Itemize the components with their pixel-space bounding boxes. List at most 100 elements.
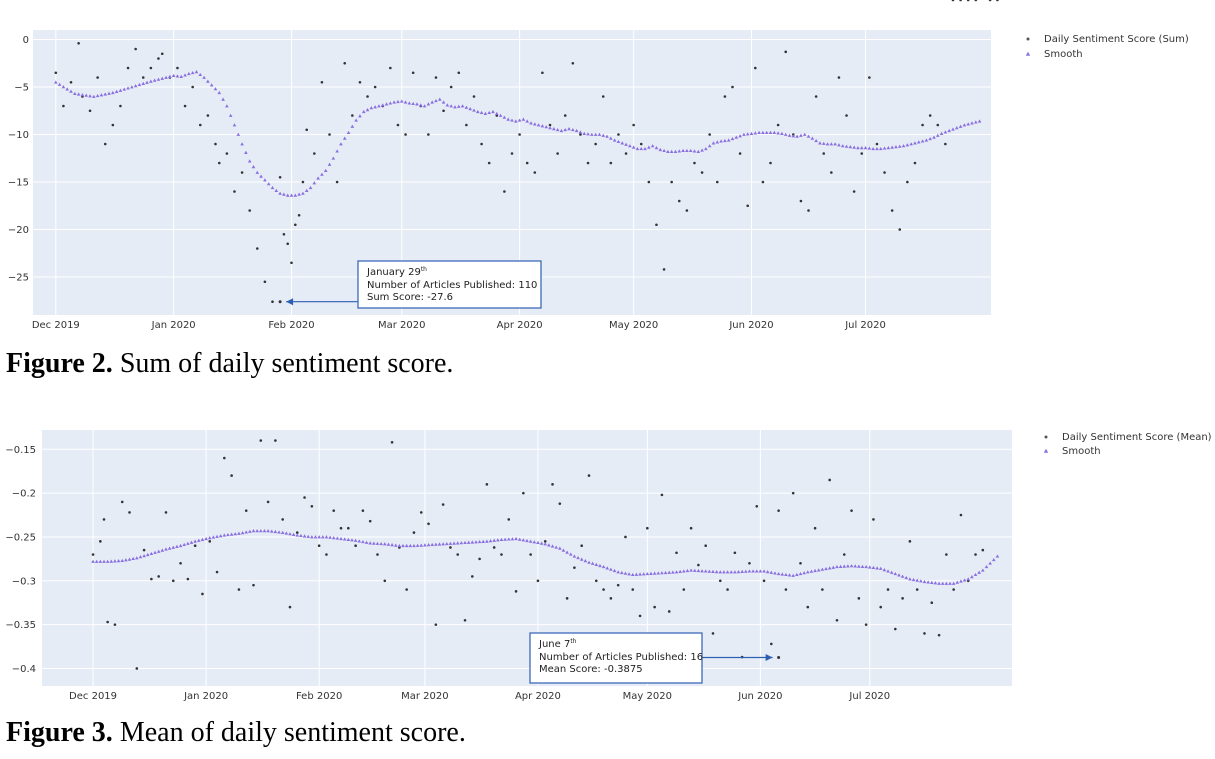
smooth-point xyxy=(455,541,460,545)
smooth-point xyxy=(445,103,450,107)
daily-score-point xyxy=(860,152,864,155)
daily-score-point xyxy=(113,623,117,626)
daily-score-point xyxy=(157,575,160,578)
daily-score-point xyxy=(487,161,491,165)
smooth-point xyxy=(263,178,267,182)
legend-label: Smooth xyxy=(1062,446,1101,457)
smooth-point xyxy=(361,109,366,114)
smooth-point xyxy=(127,557,132,561)
daily-score-point xyxy=(480,142,483,146)
smooth-point xyxy=(977,119,982,123)
daily-score-point xyxy=(700,171,704,174)
daily-score-point xyxy=(266,500,270,504)
smooth-point xyxy=(689,568,693,572)
smooth-point xyxy=(901,144,906,148)
daily-score-point xyxy=(959,513,963,517)
daily-score-point xyxy=(332,509,336,512)
smooth-point xyxy=(492,538,496,542)
smooth-point xyxy=(350,124,355,128)
smooth-point xyxy=(390,543,394,547)
smooth-point xyxy=(802,132,807,136)
smooth-point xyxy=(753,131,758,135)
smooth-point xyxy=(358,114,362,118)
smooth-point xyxy=(295,533,300,537)
smooth-point xyxy=(342,136,347,140)
daily-score-point xyxy=(383,579,387,583)
daily-score-point xyxy=(103,142,107,146)
smooth-point xyxy=(244,150,248,154)
smooth-point xyxy=(280,530,285,534)
daily-score-point xyxy=(711,632,715,635)
daily-score-point xyxy=(286,242,290,246)
smooth-point xyxy=(700,569,704,573)
smooth-point xyxy=(113,559,117,563)
figure-2-caption: Figure 2. Sum of daily sentiment score. xyxy=(6,348,453,380)
smooth-point xyxy=(616,570,620,574)
smooth-point xyxy=(206,79,210,83)
daily-score-point xyxy=(894,627,897,631)
smooth-point xyxy=(510,118,514,122)
smooth-point xyxy=(558,546,562,550)
smooth-point xyxy=(572,554,577,558)
x-tick-label: Dec 2019 xyxy=(32,320,80,331)
smooth-point xyxy=(905,143,910,147)
smooth-point xyxy=(962,123,967,127)
daily-score-point xyxy=(119,104,122,108)
smooth-point xyxy=(762,569,766,573)
smooth-point xyxy=(933,581,938,585)
smooth-point xyxy=(571,127,575,132)
smooth-point xyxy=(463,540,467,545)
daily-score-point xyxy=(726,588,729,591)
smooth-point xyxy=(354,118,358,122)
smooth-point xyxy=(308,185,313,190)
smooth-point xyxy=(856,146,860,150)
smooth-point xyxy=(310,535,314,539)
smooth-point xyxy=(620,141,625,145)
smooth-point xyxy=(474,540,478,544)
smooth-point xyxy=(696,568,701,573)
smooth-point xyxy=(567,127,571,131)
daily-score-point xyxy=(974,553,977,556)
smooth-point xyxy=(114,89,119,93)
smooth-point xyxy=(269,529,274,533)
smooth-point xyxy=(586,132,590,136)
smooth-point xyxy=(88,94,92,98)
smooth-point xyxy=(94,559,99,563)
smooth-point xyxy=(639,146,644,151)
smooth-point xyxy=(226,532,230,537)
smooth-point xyxy=(229,532,234,536)
smooth-point xyxy=(65,87,70,91)
daily-score-point xyxy=(335,180,339,184)
smooth-point xyxy=(951,581,956,585)
smooth-point xyxy=(198,72,203,77)
smooth-point xyxy=(638,572,642,576)
smooth-point xyxy=(517,537,522,541)
daily-score-point xyxy=(106,620,109,624)
legend-point-marker xyxy=(1044,435,1048,439)
annotation-box xyxy=(529,632,703,684)
daily-score-point xyxy=(632,123,635,127)
daily-score-point xyxy=(320,80,324,84)
smooth-point xyxy=(468,107,472,111)
smooth-point xyxy=(616,139,621,144)
smooth-point xyxy=(293,193,298,197)
smooth-point xyxy=(479,110,484,115)
smooth-point xyxy=(791,134,796,138)
daily-score-point xyxy=(533,171,537,174)
smooth-point xyxy=(820,567,825,571)
daily-score-point xyxy=(230,474,233,477)
y-tick-label: −25 xyxy=(8,273,29,284)
smooth-point xyxy=(711,569,715,573)
smooth-point xyxy=(991,557,996,562)
y-tick-label: −10 xyxy=(8,130,29,141)
smooth-point xyxy=(890,145,894,149)
smooth-point xyxy=(415,102,419,106)
daily-score-point xyxy=(478,557,481,561)
daily-score-point xyxy=(237,588,241,591)
daily-score-point xyxy=(217,161,221,165)
daily-score-point xyxy=(449,546,452,549)
daily-score-point xyxy=(457,71,461,75)
smooth-point xyxy=(488,539,493,543)
smooth-point xyxy=(776,131,780,135)
smooth-point xyxy=(726,138,731,142)
